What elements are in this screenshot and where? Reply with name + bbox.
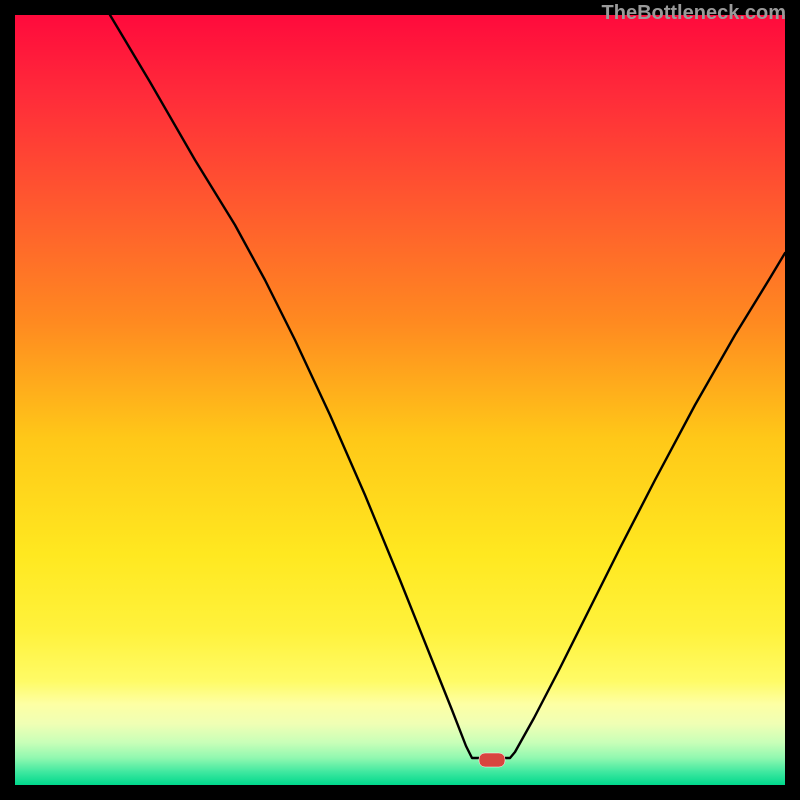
plot-area bbox=[15, 15, 785, 785]
chart-canvas: TheBottleneck.com bbox=[0, 0, 800, 800]
watermark-text: TheBottleneck.com bbox=[602, 2, 786, 25]
valley-marker bbox=[479, 753, 505, 767]
chart-svg bbox=[0, 0, 800, 800]
